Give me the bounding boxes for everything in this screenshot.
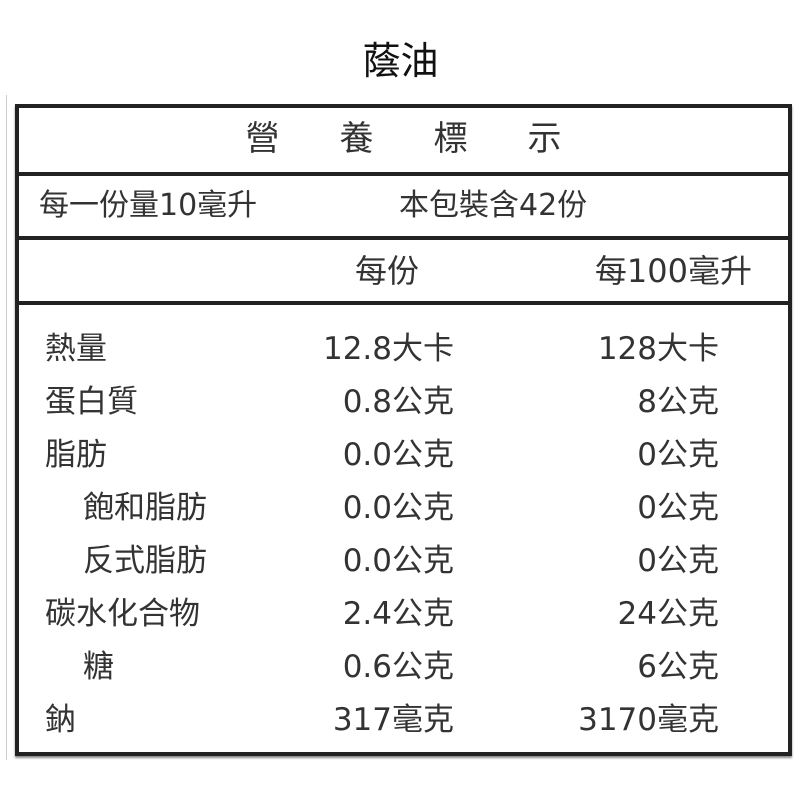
nutrient-name: 反式脂肪 <box>83 543 207 579</box>
nutrient-row: 熱量 12.8大卡 128大卡 <box>19 323 788 375</box>
per-100-value: 8公克 <box>637 384 719 420</box>
nutrient-row: 飽和脂肪 0.0公克 0公克 <box>19 482 788 534</box>
per-100-value: 0公克 <box>637 543 719 579</box>
nutrition-label: 營養標示 每一份量10毫升 本包裝含42份 每份 每100毫升 熱量 12.8大… <box>15 104 792 756</box>
column-header-per-serving: 每份 <box>354 252 419 290</box>
nutrient-name: 糖 <box>83 649 114 685</box>
servings-per-package: 本包裝含42份 <box>399 188 588 223</box>
per-serving-value: 0.6公克 <box>342 649 454 685</box>
per-100-value: 3170毫克 <box>578 702 719 738</box>
nutrient-row: 脂肪 0.0公克 0公克 <box>19 429 788 481</box>
per-serving-value: 12.8大卡 <box>322 331 454 367</box>
product-title: 蔭油 <box>362 39 439 83</box>
divider <box>6 95 7 760</box>
per-serving-value: 317毫克 <box>332 702 454 738</box>
per-serving-value: 0.0公克 <box>342 437 454 473</box>
per-100-value: 6公克 <box>637 649 719 685</box>
serving-info-row: 每一份量10毫升 本包裝含42份 <box>19 176 788 240</box>
nutrient-name: 碳水化合物 <box>45 596 200 632</box>
nutrient-name: 飽和脂肪 <box>83 490 207 526</box>
per-serving-value: 0.0公克 <box>342 490 454 526</box>
column-header-per-100: 每100毫升 <box>594 252 752 290</box>
nutrient-name: 熱量 <box>45 331 107 367</box>
nutrient-row: 蛋白質 0.8公克 8公克 <box>19 376 788 428</box>
nutrient-row: 鈉 317毫克 3170毫克 <box>19 694 788 746</box>
nutrient-name: 脂肪 <box>45 437 107 473</box>
per-100-value: 0公克 <box>637 437 719 473</box>
nutrient-row: 碳水化合物 2.4公克 24公克 <box>19 588 788 640</box>
per-serving-value: 0.8公克 <box>342 384 454 420</box>
per-serving-value: 0.0公克 <box>342 543 454 579</box>
nutrient-row: 糖 0.6公克 6公克 <box>19 641 788 693</box>
serving-size: 每一份量10毫升 <box>39 188 258 223</box>
nutrient-name: 蛋白質 <box>45 384 138 420</box>
nutrient-name: 鈉 <box>45 702 76 738</box>
column-header-row: 每份 每100毫升 <box>19 240 788 305</box>
per-100-value: 24公克 <box>617 596 719 632</box>
per-100-value: 128大卡 <box>597 331 719 367</box>
label-heading: 營養標示 <box>19 108 788 176</box>
per-100-value: 0公克 <box>637 490 719 526</box>
nutrient-row: 反式脂肪 0.0公克 0公克 <box>19 535 788 587</box>
per-serving-value: 2.4公克 <box>342 596 454 632</box>
